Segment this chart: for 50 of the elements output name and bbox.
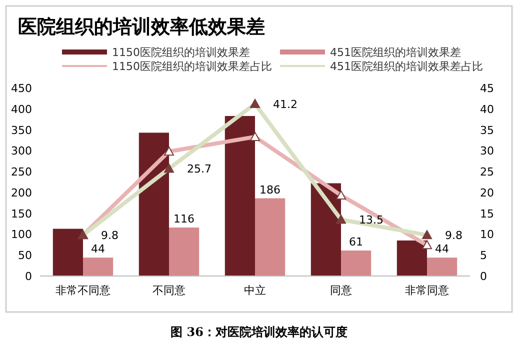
y2-tick-label: 10 [480, 228, 494, 242]
legend-label: 451医院组织的培训效果差占比 [330, 60, 483, 73]
data-label: 25.7 [187, 162, 212, 176]
y-tick-label: 350 [11, 124, 32, 137]
bar [427, 258, 458, 276]
bar [341, 250, 372, 276]
y2-tick-label: 30 [480, 144, 494, 158]
bar [396, 240, 427, 276]
y-tick-label: 250 [11, 166, 32, 179]
y-tick-label: 0 [25, 270, 32, 283]
x-tick-label: 同意 [330, 284, 352, 297]
data-label: 41.2 [273, 98, 298, 111]
y2-tick-label: 25 [480, 166, 494, 179]
y-tick-label: 200 [11, 186, 32, 200]
data-label: 186 [260, 183, 281, 196]
y-tick-label: 150 [11, 207, 32, 220]
y-tick-label: 450 [11, 82, 32, 95]
bar [52, 228, 83, 276]
y2-tick-label: 45 [480, 82, 494, 95]
y2-tick-label: 0 [480, 270, 487, 283]
y2-tick-label: 5 [480, 249, 487, 262]
data-label: 44 [91, 242, 106, 256]
legend-label: 1150医院组织的培训效果差占比 [112, 60, 272, 73]
bar [83, 258, 114, 276]
legend-label: 1150医院组织的培训效果差 [112, 46, 250, 59]
chart-title: 医院组织的培训效率低效果差 [18, 16, 265, 38]
y2-tick-label: 35 [480, 124, 494, 137]
bar [138, 132, 169, 276]
y2-tick-label: 40 [480, 102, 494, 116]
data-label: 9.8 [101, 229, 118, 242]
y-tick-label: 100 [11, 228, 32, 242]
y-tick-label: 400 [11, 102, 32, 116]
caption: 图 36：对医院培训效率的认可度 [170, 325, 348, 339]
y2-tick-label: 20 [480, 186, 494, 200]
y2-tick-label: 15 [480, 207, 494, 220]
y-tick-label: 50 [18, 249, 32, 262]
data-label: 44 [435, 242, 450, 256]
legend-label: 451医院组织的培训效果差 [330, 46, 461, 59]
bar [224, 116, 255, 276]
bar [169, 228, 200, 276]
x-tick-label: 非常不同意 [56, 284, 110, 297]
y-tick-label: 300 [11, 144, 32, 158]
data-label: 61 [349, 236, 364, 249]
data-label: 116 [174, 212, 195, 226]
x-tick-label: 非常同意 [405, 284, 449, 297]
data-label: 13.5 [359, 214, 384, 227]
bar [255, 198, 286, 276]
x-tick-label: 不同意 [152, 284, 186, 297]
data-label: 9.8 [445, 229, 462, 242]
x-tick-label: 中立 [244, 284, 266, 297]
